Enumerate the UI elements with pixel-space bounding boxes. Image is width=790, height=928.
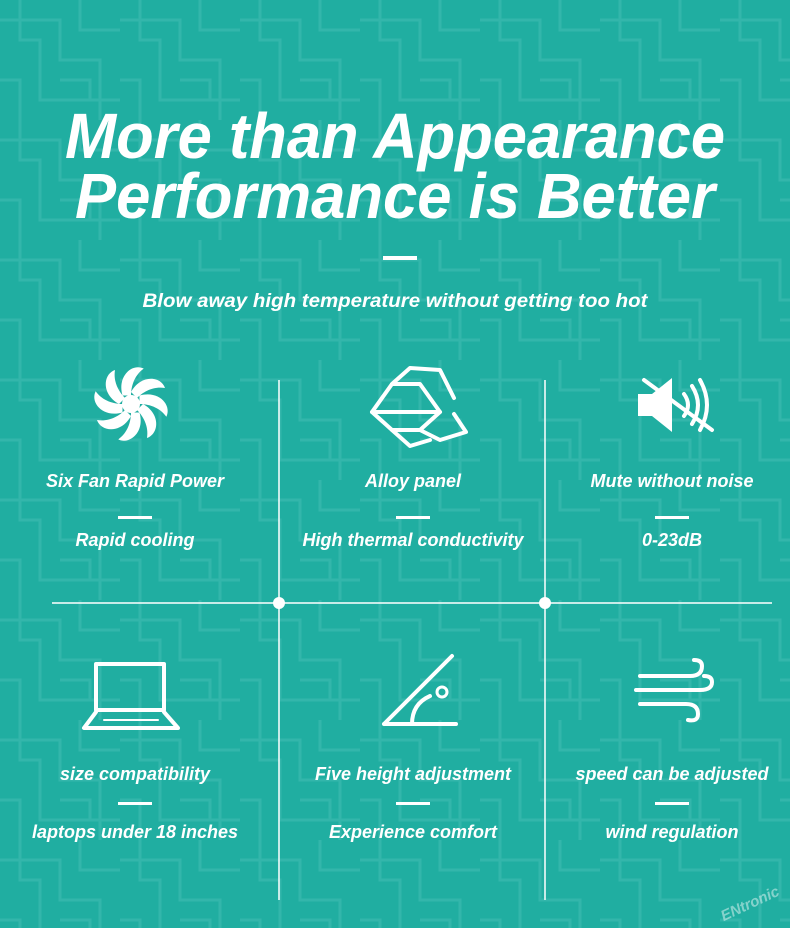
feature-title: size compatibility (60, 764, 211, 784)
fan-icon (94, 367, 168, 441)
laptop-icon (82, 662, 180, 730)
title-line: Performance is Better (75, 160, 718, 232)
alloy-icon (370, 366, 468, 448)
feature-title: Five height adjustment (315, 764, 512, 784)
feature-divider (118, 802, 152, 805)
feature-title: Alloy panel (364, 471, 462, 491)
subtitle: Blow away high temperature without getti… (143, 291, 649, 312)
angle-icon (382, 654, 458, 726)
feature-detail: High thermal conductivity (302, 530, 524, 550)
feature-detail: Rapid cooling (76, 530, 195, 550)
feature-divider (396, 802, 430, 805)
feature-detail: wind regulation (606, 822, 739, 842)
divider (383, 256, 417, 260)
feature-detail: laptops under 18 inches (32, 822, 238, 842)
feature-detail: 0-23dB (642, 530, 702, 550)
mute-icon (638, 378, 714, 432)
wind-icon (634, 658, 714, 723)
feature-title: speed can be adjusted (575, 764, 769, 784)
grid-lines (52, 380, 772, 900)
feature-divider (396, 516, 430, 519)
feature-title: Six Fan Rapid Power (46, 471, 225, 491)
feature-title: Mute without noise (591, 471, 754, 491)
feature-divider (655, 802, 689, 805)
grid-dot (539, 597, 551, 609)
feature-divider (118, 516, 152, 519)
feature-divider (655, 516, 689, 519)
feature-detail: Experience comfort (329, 822, 498, 842)
title-line: More than Appearance (65, 100, 725, 172)
grid-dot (273, 597, 285, 609)
